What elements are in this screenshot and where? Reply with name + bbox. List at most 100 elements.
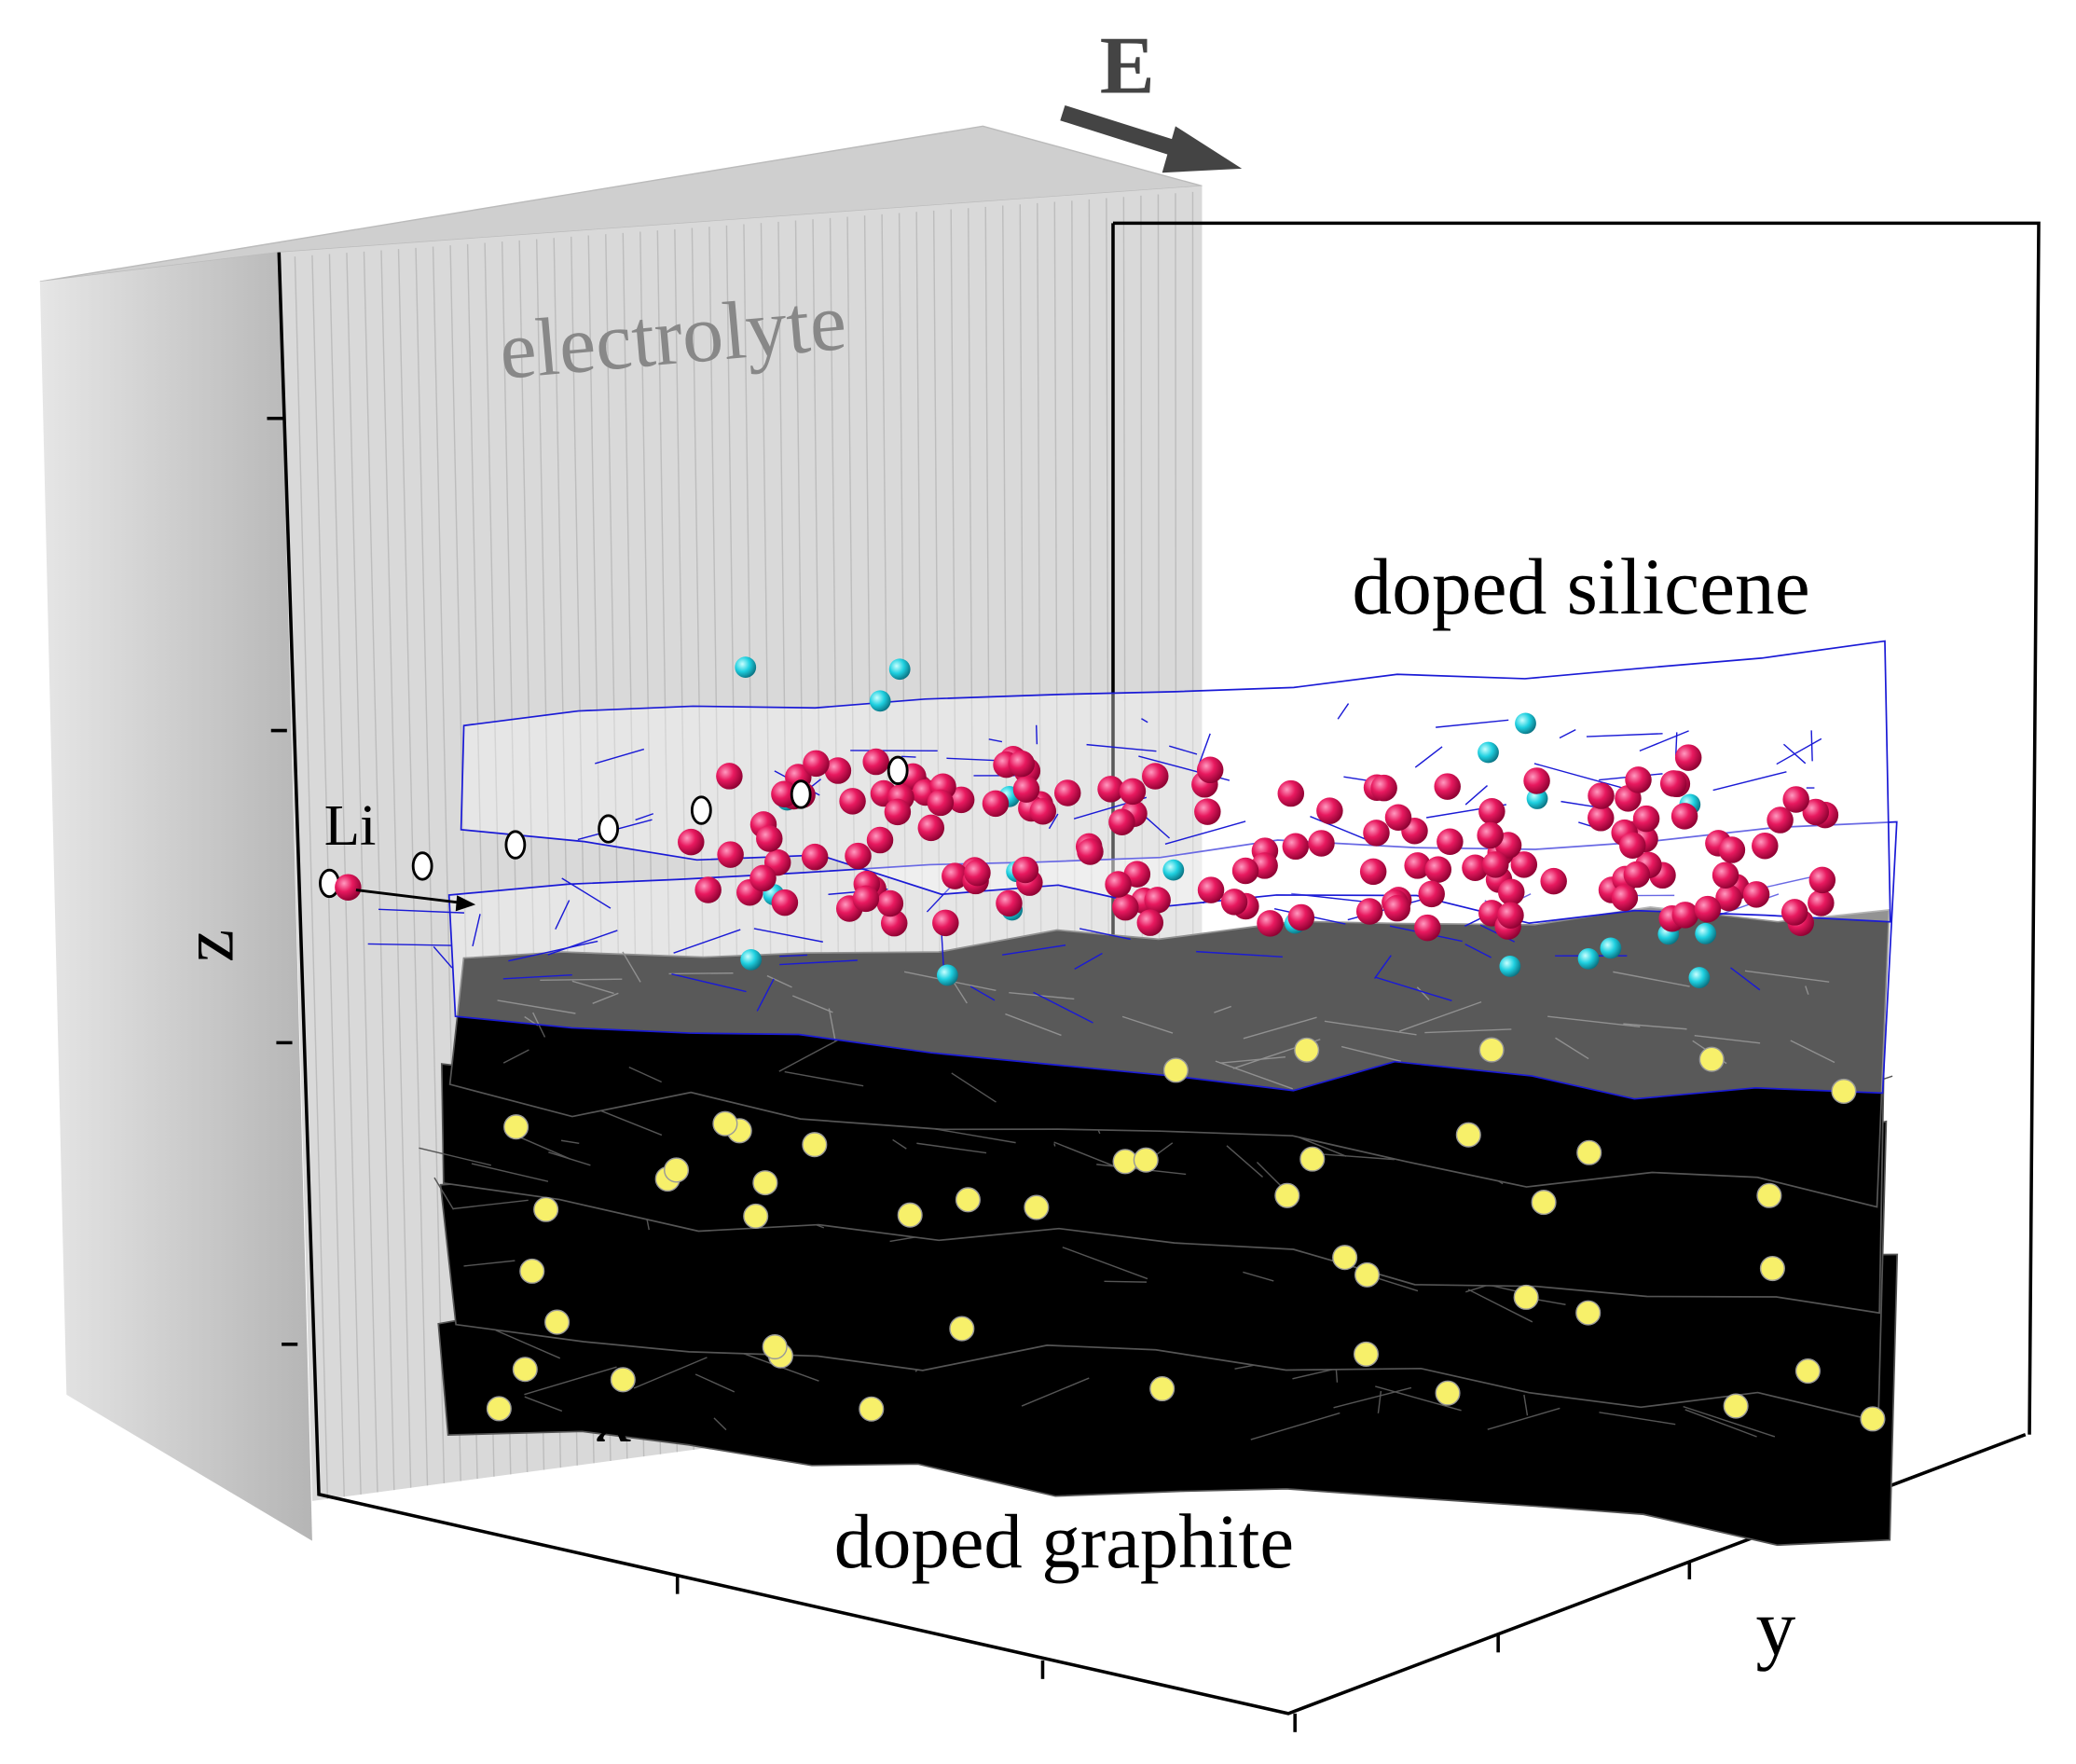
dopant-graphite xyxy=(1299,1146,1326,1172)
silicene-sheet-mesh xyxy=(753,928,823,943)
lithium-atom xyxy=(1498,878,1525,906)
lithium-atom xyxy=(876,889,904,917)
graphite-sheet-mesh xyxy=(1021,1377,1090,1407)
lithium-atom xyxy=(1712,861,1739,889)
lithium-atom xyxy=(1196,756,1224,784)
lithium-path xyxy=(411,851,433,881)
lithium-atom xyxy=(1414,914,1441,942)
field-label: E xyxy=(1100,21,1155,112)
graphite-sheet-mesh xyxy=(1790,1040,1835,1064)
dopant-graphite xyxy=(1723,1393,1749,1419)
lithium-atom xyxy=(1119,778,1147,806)
lithium-atom xyxy=(1136,909,1164,936)
lithium-path xyxy=(790,779,812,809)
graphite-sheet-mesh xyxy=(668,972,734,975)
lithium-atom xyxy=(1674,744,1702,771)
lithium-atom xyxy=(1359,858,1387,886)
silicene-sheet-mesh xyxy=(1464,785,1489,806)
lithium-atom xyxy=(1194,798,1221,825)
silicene-sheet-mesh xyxy=(1310,816,1373,843)
graphite-sheet-mesh xyxy=(1424,1028,1512,1034)
graphite-sheet-mesh xyxy=(592,992,619,1004)
graphite-sheet-mesh xyxy=(1377,1390,1382,1413)
lithium-atom xyxy=(1694,895,1722,923)
dopant-silicene xyxy=(936,964,958,986)
graphite-sheet-mesh xyxy=(1375,1385,1462,1412)
silicene-sheet-mesh xyxy=(901,755,916,758)
lithium-atom xyxy=(932,909,959,937)
graphite-sheet-mesh xyxy=(1005,1013,1062,1037)
silicene-sheet-mesh xyxy=(1035,724,1038,745)
graphite-sheet-mesh xyxy=(1219,1055,1286,1064)
graphite-sheet-mesh xyxy=(560,1139,580,1144)
silicene-sheet-mesh xyxy=(1560,800,1598,808)
stripe xyxy=(294,256,329,1499)
silicene-sheet-mesh xyxy=(1730,967,1761,991)
graphite-sheet-mesh xyxy=(452,1199,529,1210)
dopant-graphite xyxy=(1133,1147,1159,1173)
silicene-sheet-mesh xyxy=(1196,950,1283,958)
silicene-sheet-mesh xyxy=(1810,730,1813,762)
silicene-sheet-mesh xyxy=(1559,729,1576,739)
graphite-sheet-mesh xyxy=(595,1108,663,1137)
graphite-sheet-mesh xyxy=(524,1366,617,1396)
lithium-atom xyxy=(1718,836,1746,863)
graphite-sheet-mesh xyxy=(1250,1412,1340,1440)
stripe xyxy=(363,251,395,1491)
silicene-sheet-mesh xyxy=(671,972,747,993)
dopant-graphite xyxy=(859,1396,885,1422)
lithium-atom xyxy=(717,841,744,868)
graphite-sheet-mesh xyxy=(1744,970,1830,983)
silicene-sheet-mesh xyxy=(1337,703,1350,720)
silicene-sheet-mesh xyxy=(1197,733,1211,767)
lithium-atom xyxy=(964,859,991,887)
stripe xyxy=(380,250,412,1488)
lithium-atom xyxy=(1144,887,1171,914)
dopant-graphite xyxy=(955,1187,981,1213)
graphite-sheet-mesh xyxy=(791,995,833,1013)
lithium-atom xyxy=(716,763,743,790)
dopant-silicene xyxy=(1162,859,1185,881)
lithium-atom xyxy=(1112,893,1139,921)
graphite-sheet-mesh xyxy=(1613,971,1690,987)
graphite-sheet-mesh xyxy=(1684,1409,1757,1438)
graphite-sheet-mesh xyxy=(540,978,623,982)
silicene-label: doped silicene xyxy=(1352,544,1809,631)
lithium-atom xyxy=(1108,808,1135,835)
graphite-sheet-mesh xyxy=(633,1357,708,1389)
lithium-atom xyxy=(1363,820,1390,847)
graphite-sheet-mesh xyxy=(1324,1020,1417,1036)
dopant-graphite xyxy=(743,1203,769,1229)
lithium-atom xyxy=(1355,898,1383,925)
lithium-atom xyxy=(1462,854,1489,881)
lithium-atom xyxy=(1282,833,1310,861)
graphite-sheet-mesh xyxy=(1335,1370,1339,1383)
dopant-silicene xyxy=(1515,712,1536,735)
lithium-atom xyxy=(1780,899,1808,926)
lithium-atom xyxy=(947,786,975,814)
lithium-atom xyxy=(803,750,830,778)
silicene-sheet-mesh xyxy=(1141,718,1148,724)
silicene-sheet-mesh xyxy=(635,813,654,821)
lithium-atom xyxy=(1752,832,1779,860)
graphite-sheet-mesh xyxy=(1121,1015,1174,1034)
graphite-sheet-mesh xyxy=(1333,1386,1412,1409)
graphite-sheet-mesh xyxy=(1467,1289,1533,1323)
graphite-sheet-mesh xyxy=(433,1177,455,1210)
lithium-atom xyxy=(1257,910,1284,937)
dopant-graphite xyxy=(1274,1182,1300,1208)
lithium-atom xyxy=(1384,804,1412,832)
dopant-graphite xyxy=(1576,1139,1602,1165)
graphite-sheet-mesh xyxy=(916,1142,987,1154)
lithium-atom xyxy=(1588,805,1615,832)
dopant-silicene xyxy=(735,656,757,679)
graphite-sheet-mesh xyxy=(497,999,576,1014)
dopant-graphite xyxy=(1332,1245,1358,1271)
axis-lines xyxy=(277,252,2027,1716)
graphite-sheet-mesh xyxy=(419,1147,492,1166)
silicene-sheet-mesh xyxy=(1373,955,1392,979)
graphite-sheet-mesh xyxy=(1487,1407,1560,1430)
silicene-sheet-mesh xyxy=(1048,813,1059,830)
lithium-atom xyxy=(1287,903,1315,931)
